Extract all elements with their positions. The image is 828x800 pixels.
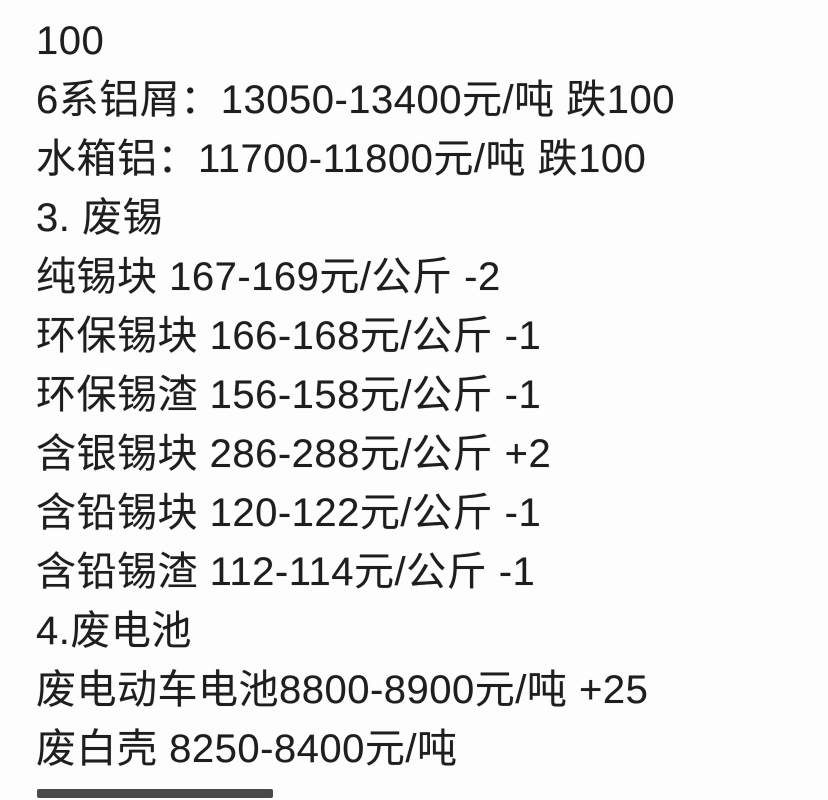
section-heading-scrap-tin: 3. 废锡 (36, 196, 163, 240)
price-list: 100 6系铝屑：13050-13400元/吨 跌100 水箱铝：11700-1… (36, 12, 818, 779)
price-line-eco-tin-slag: 环保锡渣 156-158元/公斤 -1 (36, 373, 542, 417)
price-line-lead-tin-block: 含铅锡块 120-122元/公斤 -1 (36, 491, 542, 535)
price-line-white-shell: 废白壳 8250-8400元/吨 (36, 727, 458, 771)
price-line-overflow: 100 (36, 19, 105, 63)
price-line-pure-tin-block: 纯锡块 167-169元/公斤 -2 (36, 255, 501, 299)
price-line-aluminum-scrap-6: 6系铝屑：13050-13400元/吨 跌100 (36, 78, 675, 122)
price-line-radiator-aluminum: 水箱铝：11700-11800元/吨 跌100 (36, 137, 647, 181)
price-line-ev-battery: 废电动车电池8800-8900元/吨 +25 (36, 668, 649, 712)
price-line-silver-tin-block: 含银锡块 286-288元/公斤 +2 (36, 432, 552, 476)
section-heading-scrap-battery: 4.废电池 (36, 609, 192, 653)
price-line-eco-tin-block: 环保锡块 166-168元/公斤 -1 (36, 314, 542, 358)
cutoff-next-line-fragment (37, 789, 273, 798)
price-line-lead-tin-slag: 含铅锡渣 112-114元/公斤 -1 (36, 550, 536, 594)
